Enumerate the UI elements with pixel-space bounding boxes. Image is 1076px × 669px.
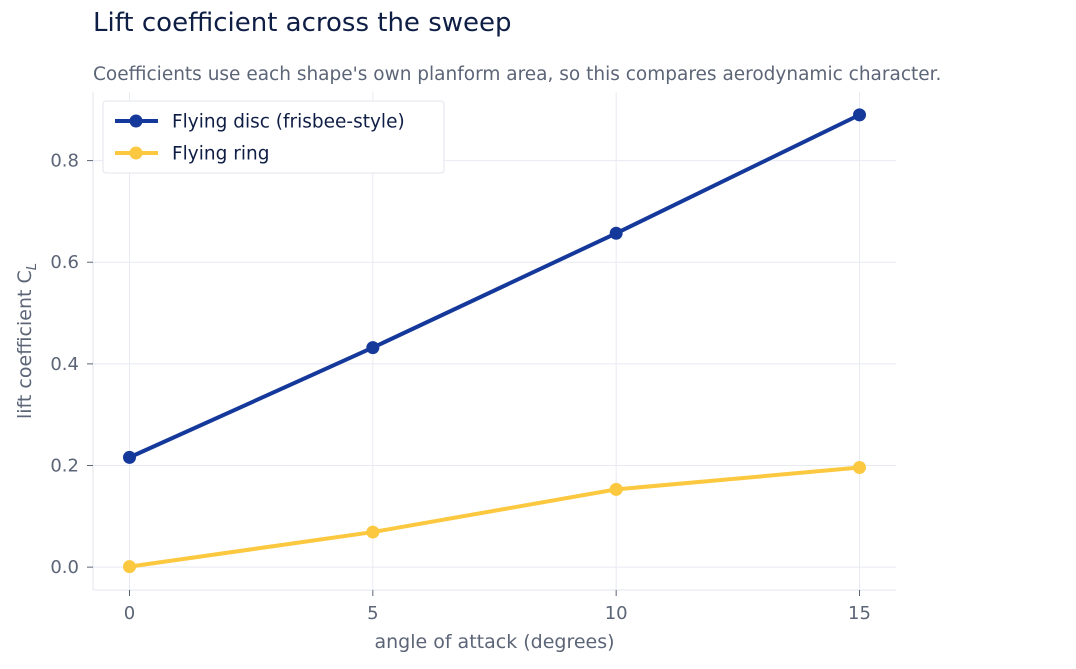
- x-tick-label: 5: [367, 603, 378, 624]
- x-axis-label: angle of attack (degrees): [374, 631, 614, 653]
- chart-subtitle: Coefficients use each shape's own planfo…: [93, 64, 942, 85]
- x-tick-label: 0: [124, 603, 135, 624]
- y-tick-label: 0.0: [50, 557, 79, 578]
- legend-box: [102, 100, 445, 174]
- y-tick-label: 0.4: [50, 354, 79, 375]
- y-axis-label: lift coefficient CL: [14, 263, 40, 419]
- y-tick-label: 0.2: [50, 456, 79, 477]
- series-line-1: [127, 112, 862, 460]
- data-point: [366, 525, 380, 539]
- legend-swatch-marker: [129, 114, 143, 128]
- legend: Flying disc (frisbee-style) Flying ring: [102, 100, 445, 174]
- data-point: [853, 461, 866, 475]
- series-line-2: [127, 465, 862, 569]
- y-tick-label: 0.6: [50, 252, 79, 273]
- data-point: [609, 226, 623, 240]
- data-point: [609, 482, 623, 496]
- data-point: [123, 450, 136, 464]
- y-axis-label-text: lift coefficient C: [14, 270, 36, 419]
- legend-swatch-marker: [129, 146, 143, 160]
- series-layer: [123, 108, 866, 574]
- x-tick-label: 15: [848, 603, 871, 624]
- legend-entry-label: Flying ring: [172, 144, 269, 165]
- y-axis-label-subscript: L: [25, 263, 40, 270]
- legend-entry-label: Flying disc (frisbee-style): [172, 112, 405, 133]
- tick-labels: 0 5 10 15 0.0 0.2 0.4 0.6 0.8: [50, 151, 871, 624]
- y-tick-label: 0.8: [50, 151, 79, 172]
- data-point: [366, 341, 380, 355]
- x-tick-label: 10: [605, 603, 628, 624]
- chart-title: Lift coefficient across the sweep: [93, 8, 512, 38]
- plot-frame: [92, 92, 896, 591]
- data-point: [123, 560, 136, 574]
- data-point: [853, 108, 866, 122]
